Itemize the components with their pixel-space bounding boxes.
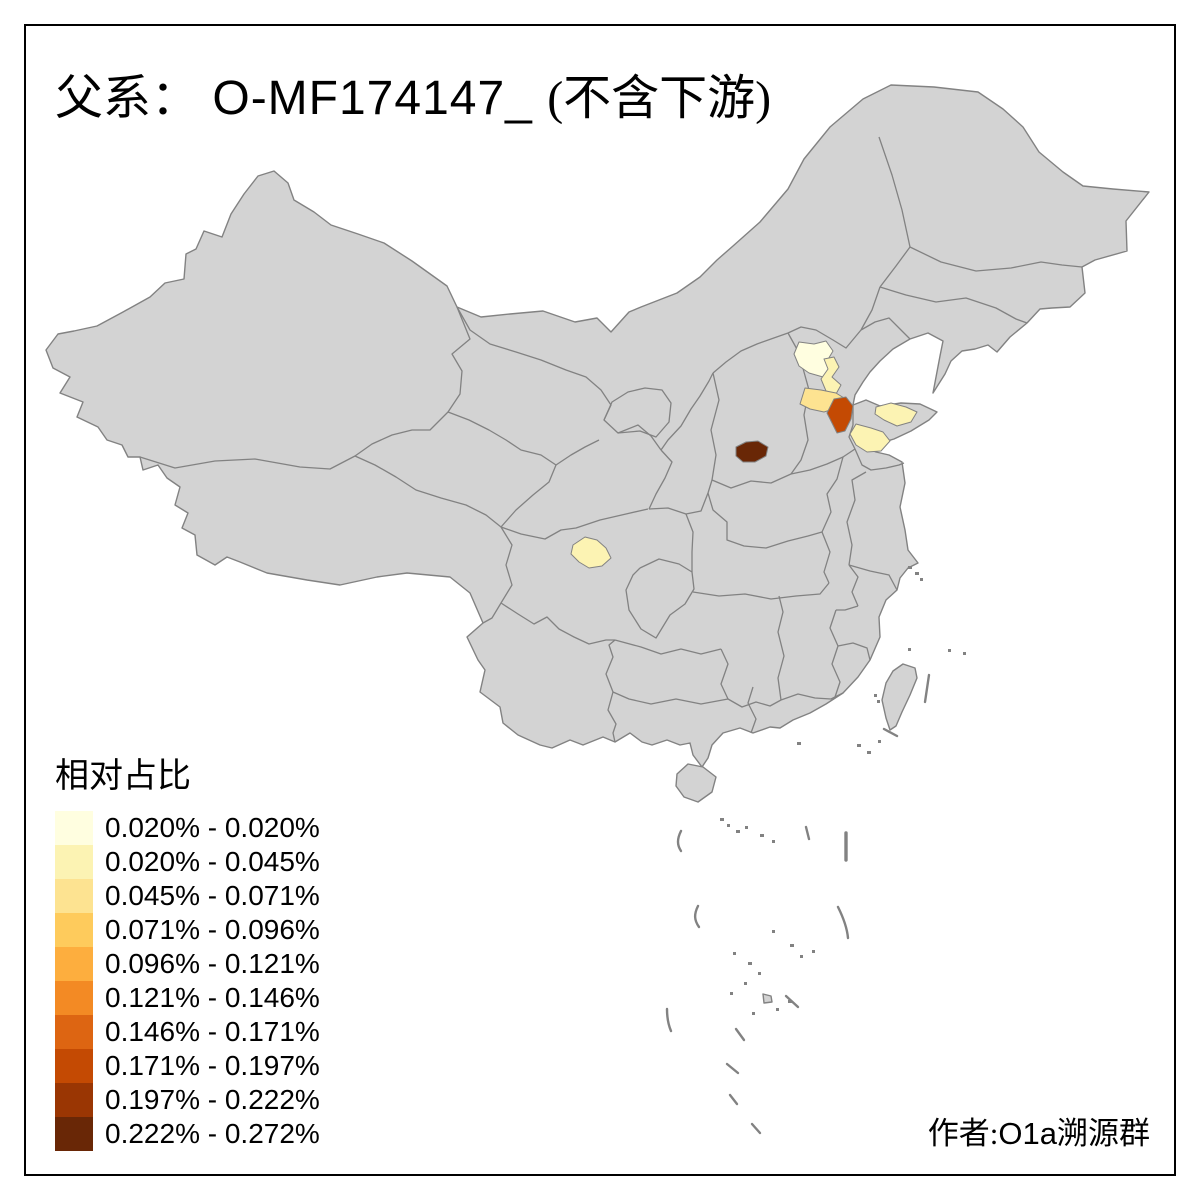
legend-item: 0.197% - 0.222% — [55, 1083, 320, 1117]
legend-label: 0.071% - 0.096% — [105, 914, 320, 945]
legend-item: 0.146% - 0.171% — [55, 1015, 320, 1049]
china-landmass — [45, 84, 1150, 1004]
legend-swatch — [55, 1117, 93, 1151]
attribution-prefix: 作者: — [927, 1116, 999, 1151]
legend-item: 0.121% - 0.146% — [55, 981, 320, 1015]
region-chengdu — [570, 536, 612, 569]
legend-label: 0.121% - 0.146% — [105, 982, 320, 1013]
region-shandong-north — [874, 402, 918, 427]
province-borders — [139, 136, 1083, 743]
region-shandong-south — [849, 423, 891, 453]
legend-swatch — [55, 1015, 93, 1049]
legend-label: 0.197% - 0.222% — [105, 1084, 320, 1115]
hainan-island — [675, 763, 717, 803]
plot-frame — [24, 24, 1176, 1176]
legend-swatch — [55, 811, 93, 845]
taiwan-island — [881, 663, 918, 731]
legend-label: 0.020% - 0.020% — [105, 812, 320, 843]
title-prefix: 父系： — [55, 72, 200, 125]
legend-item: 0.020% - 0.020% — [55, 811, 320, 845]
highlighted-regions — [570, 340, 918, 569]
attribution-text: 作者:O1a溯源群 — [928, 1108, 1150, 1153]
region-shijiazhuang — [826, 396, 854, 434]
legend-label: 0.096% - 0.121% — [105, 948, 320, 979]
legend-label: 0.222% - 0.272% — [105, 1118, 320, 1149]
map-legend: 相对占比 0.020% - 0.020% 0.020% - 0.045% 0.045… — [55, 748, 320, 1151]
region-shanxi-west — [735, 440, 769, 463]
legend-item: 0.222% - 0.272% — [55, 1117, 320, 1151]
legend-swatch — [55, 981, 93, 1015]
legend-item: 0.096% - 0.121% — [55, 947, 320, 981]
legend-title: 相对占比 — [55, 758, 191, 795]
legend-item: 0.020% - 0.045% — [55, 845, 320, 879]
legend-label: 0.045% - 0.071% — [105, 880, 320, 911]
title-haplogroup-code: O-MF174147_ — [212, 72, 548, 125]
legend-swatch — [55, 845, 93, 879]
attribution-suffix: 溯源群 — [1057, 1116, 1150, 1151]
legend-swatch — [55, 1049, 93, 1083]
south-sea-island — [762, 993, 773, 1004]
mainland-outline — [45, 84, 1150, 768]
attribution-group-code: O1a — [998, 1116, 1057, 1151]
legend-label: 0.171% - 0.197% — [105, 1050, 320, 1081]
legend-swatch — [55, 947, 93, 981]
legend-item: 0.045% - 0.071% — [55, 879, 320, 913]
legend-label: 0.146% - 0.171% — [105, 1016, 320, 1047]
legend-swatch — [55, 879, 93, 913]
legend-label: 0.020% - 0.045% — [105, 846, 320, 877]
region-tianjin — [820, 356, 842, 395]
legend-swatch — [55, 913, 93, 947]
page-title: 父系： O-MF174147_ (不含下游) — [55, 58, 771, 128]
legend-item: 0.171% - 0.197% — [55, 1049, 320, 1083]
islet-dots — [720, 566, 966, 1015]
legend-rows: 0.020% - 0.020% 0.020% - 0.045% 0.045% - 0… — [55, 811, 320, 1151]
title-suffix: (不含下游) — [547, 72, 772, 125]
legend-item: 0.071% - 0.096% — [55, 913, 320, 947]
legend-swatch — [55, 1083, 93, 1117]
